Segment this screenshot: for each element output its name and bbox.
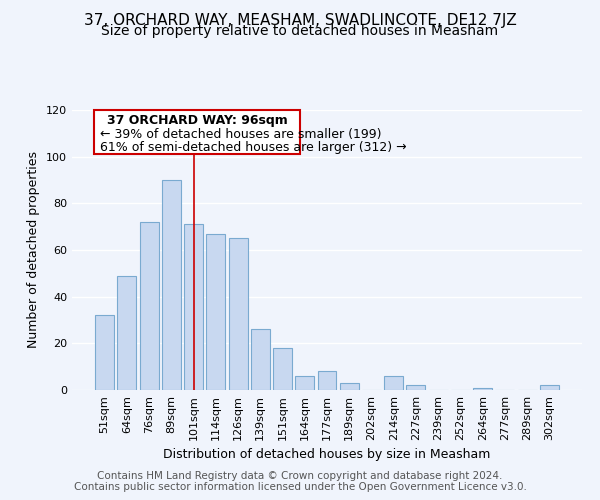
Bar: [206, 234, 225, 390]
Bar: [140, 222, 158, 390]
Text: 37 ORCHARD WAY: 96sqm: 37 ORCHARD WAY: 96sqm: [107, 114, 287, 127]
Bar: [95, 316, 114, 390]
Text: Contains public sector information licensed under the Open Government Licence v3: Contains public sector information licen…: [74, 482, 526, 492]
Bar: [251, 330, 270, 390]
Bar: [295, 376, 314, 390]
Text: ← 39% of detached houses are smaller (199): ← 39% of detached houses are smaller (19…: [100, 128, 382, 141]
Bar: [384, 376, 403, 390]
Bar: [229, 238, 248, 390]
Bar: [317, 372, 337, 390]
Y-axis label: Number of detached properties: Number of detached properties: [28, 152, 40, 348]
Bar: [162, 180, 181, 390]
Text: Size of property relative to detached houses in Measham: Size of property relative to detached ho…: [101, 24, 499, 38]
Bar: [94, 110, 301, 154]
Text: 61% of semi-detached houses are larger (312) →: 61% of semi-detached houses are larger (…: [100, 141, 407, 154]
Text: 37, ORCHARD WAY, MEASHAM, SWADLINCOTE, DE12 7JZ: 37, ORCHARD WAY, MEASHAM, SWADLINCOTE, D…: [83, 12, 517, 28]
X-axis label: Distribution of detached houses by size in Measham: Distribution of detached houses by size …: [163, 448, 491, 462]
Bar: [118, 276, 136, 390]
Bar: [540, 386, 559, 390]
Bar: [340, 383, 359, 390]
Text: Contains HM Land Registry data © Crown copyright and database right 2024.: Contains HM Land Registry data © Crown c…: [97, 471, 503, 481]
Bar: [406, 386, 425, 390]
Bar: [473, 388, 492, 390]
Bar: [273, 348, 292, 390]
Bar: [184, 224, 203, 390]
